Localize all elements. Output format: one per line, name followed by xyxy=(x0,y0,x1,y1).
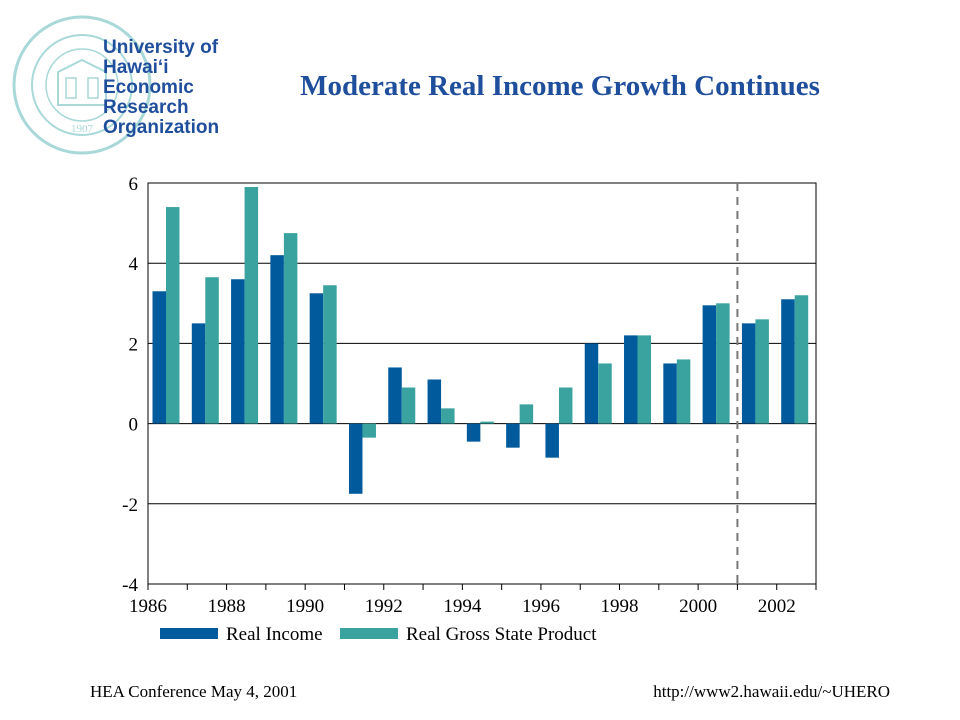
bar-real-income-2001 xyxy=(741,323,756,424)
plot-frame xyxy=(147,182,817,585)
bar-real-gross-state-product-1986 xyxy=(166,207,180,424)
bar-real-income-2000 xyxy=(702,305,717,424)
logo-line-4: Research xyxy=(103,97,189,118)
legend-swatch xyxy=(340,628,398,639)
logo-line-5: Organization xyxy=(103,117,219,138)
logo-line-3: Economic xyxy=(103,77,194,98)
x-tick-label: 1992 xyxy=(365,596,403,617)
y-tick-label: 6 xyxy=(129,174,139,195)
bar-real-gross-state-product-1995 xyxy=(519,404,534,424)
x-tick-label: 2000 xyxy=(679,596,717,617)
seal-year: 1907 xyxy=(71,123,94,135)
bar-real-income-2002 xyxy=(781,299,795,424)
uhero-logo: 1907 University of Hawai‘i Economic Rese… xyxy=(12,15,219,155)
logo-line-1: University of xyxy=(103,37,219,58)
chart-title: Moderate Real Income Growth Continues xyxy=(300,70,820,102)
bar-real-gross-state-product-1997 xyxy=(598,363,612,424)
legend-label: Real Gross State Product xyxy=(406,624,597,645)
bar-real-income-1992 xyxy=(388,367,402,424)
bar-real-income-1988 xyxy=(231,279,245,424)
y-axis-ticks: -4 -2 0 2 4 6 xyxy=(122,174,138,596)
bar-real-gross-state-product-1989 xyxy=(283,233,298,424)
bar-real-gross-state-product-1988 xyxy=(244,187,259,424)
footer-conference: HEA Conference May 4, 2001 xyxy=(90,682,298,701)
university-seal xyxy=(12,15,152,155)
x-tick-label: 1996 xyxy=(522,596,560,617)
x-tick-label: 1998 xyxy=(601,596,639,617)
bar-real-gross-state-product-1993 xyxy=(441,408,455,424)
bar-real-income-1995 xyxy=(506,423,520,448)
bars xyxy=(152,187,809,494)
x-tick-label: 1994 xyxy=(443,596,482,617)
legend-swatch xyxy=(160,628,218,639)
axes xyxy=(147,182,817,590)
logo-wordmark: University of Hawai‘i Economic Research … xyxy=(103,37,219,138)
x-tick-label: 2002 xyxy=(758,596,796,617)
bar-real-gross-state-product-2002 xyxy=(794,295,809,424)
y-tick-label: 4 xyxy=(129,254,139,275)
bar-real-income-1996 xyxy=(545,423,559,458)
x-tick-label: 1986 xyxy=(129,596,167,617)
bar-real-gross-state-product-1994 xyxy=(480,421,494,424)
bar-real-gross-state-product-2000 xyxy=(716,303,730,424)
x-axis-ticks: 1986 1988 1990 1992 1994 1996 1998 2000 2002 xyxy=(129,596,796,617)
bar-real-income-1987 xyxy=(191,323,206,424)
y-tick-label: 2 xyxy=(129,334,139,355)
bar-real-income-1994 xyxy=(466,423,481,442)
bar-real-gross-state-product-1998 xyxy=(637,335,652,424)
bar-real-income-1990 xyxy=(309,293,324,424)
x-tick-label: 1988 xyxy=(208,596,246,617)
bar-real-income-1986 xyxy=(152,291,166,424)
bar-real-gross-state-product-1987 xyxy=(205,277,219,424)
bar-real-income-1997 xyxy=(584,343,599,424)
bar-real-gross-state-product-1992 xyxy=(401,387,416,424)
logo-line-2: Hawai‘i xyxy=(103,57,168,78)
bar-real-income-1998 xyxy=(624,335,638,424)
bar-real-income-1999 xyxy=(663,363,677,424)
bar-real-income-1991 xyxy=(348,423,363,494)
y-tick-label: 0 xyxy=(129,415,139,436)
bar-real-income-1989 xyxy=(270,255,284,424)
bar-real-gross-state-product-2001 xyxy=(755,319,769,424)
bar-real-gross-state-product-1990 xyxy=(323,285,337,424)
legend: Real Income Real Gross State Product xyxy=(160,624,597,645)
footer-url: http://www2.hawaii.edu/~UHERO xyxy=(653,682,890,701)
legend-label: Real Income xyxy=(226,624,323,645)
bar-real-gross-state-product-1999 xyxy=(676,359,691,424)
bar-real-income-1993 xyxy=(427,379,442,424)
x-tick-label: 1990 xyxy=(286,596,324,617)
y-tick-label: -4 xyxy=(122,575,138,596)
y-tick-label: -2 xyxy=(122,495,138,516)
bar-real-gross-state-product-1991 xyxy=(362,423,376,438)
bar-real-gross-state-product-1996 xyxy=(558,387,573,424)
